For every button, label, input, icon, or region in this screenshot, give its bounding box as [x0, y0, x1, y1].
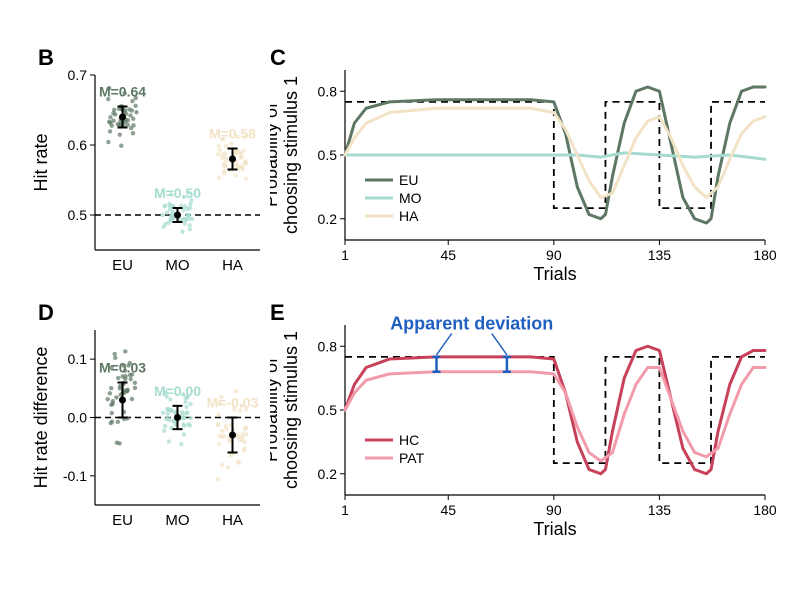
svg-text:135: 135	[648, 247, 672, 263]
svg-text:MO: MO	[399, 190, 422, 206]
panel-e-chart: 0.2 0.5 0.8 1 45 90 135 180 Probability ofchoosi…	[270, 310, 780, 540]
svg-text:M=0.58: M=0.58	[209, 126, 256, 142]
svg-text:45: 45	[440, 502, 456, 518]
svg-text:1: 1	[341, 502, 349, 518]
svg-text:M=-0.03: M=-0.03	[207, 395, 259, 411]
svg-text:EU: EU	[399, 172, 418, 188]
svg-text:M=0.50: M=0.50	[154, 185, 201, 201]
svg-text:0.8: 0.8	[318, 338, 338, 354]
svg-text:0.0: 0.0	[68, 410, 88, 426]
svg-text:45: 45	[440, 247, 456, 263]
svg-text:-0.1: -0.1	[63, 468, 87, 484]
svg-text:EU: EU	[112, 257, 133, 274]
svg-text:Probability of: Probability of	[270, 357, 281, 462]
svg-text:0.5: 0.5	[318, 402, 338, 418]
svg-text:Probability of: Probability of	[270, 102, 281, 207]
svg-text:90: 90	[546, 502, 562, 518]
svg-text:0.6: 0.6	[68, 137, 88, 153]
svg-text:0.5: 0.5	[318, 147, 338, 163]
svg-text:0.2: 0.2	[318, 466, 338, 482]
svg-text:0.5: 0.5	[68, 207, 88, 223]
svg-text:HA: HA	[399, 208, 419, 224]
svg-text:HA: HA	[222, 257, 243, 274]
svg-text:MO: MO	[165, 512, 189, 529]
svg-text:1: 1	[341, 247, 349, 263]
svg-text:180: 180	[753, 502, 777, 518]
svg-text:Trials: Trials	[533, 519, 576, 539]
svg-text:135: 135	[648, 502, 672, 518]
svg-text:0.8: 0.8	[318, 83, 338, 99]
svg-text:PAT: PAT	[399, 450, 425, 466]
svg-text:EU: EU	[112, 512, 133, 529]
panel-b-chart: 0.5 0.6 0.7 Hit rate M=0.64 M=0.50 M=0.58 EU MO H…	[20, 55, 270, 285]
svg-text:180: 180	[753, 247, 777, 263]
svg-text:choosing stimulus 1: choosing stimulus 1	[281, 76, 301, 234]
svg-text:Hit rate: Hit rate	[31, 133, 51, 191]
svg-text:Hit rate difference: Hit rate difference	[31, 347, 51, 489]
svg-text:90: 90	[546, 247, 562, 263]
svg-text:0.1: 0.1	[68, 351, 88, 367]
svg-text:M=0.03: M=0.03	[99, 360, 146, 376]
svg-text:0.2: 0.2	[318, 211, 338, 227]
svg-text:MO: MO	[165, 257, 189, 274]
svg-text:M=0.64: M=0.64	[99, 84, 146, 100]
panel-c-chart: 0.2 0.5 0.8 1 45 90 135 180 Probability ofchoosi…	[270, 55, 780, 285]
svg-text:choosing stimulus 1: choosing stimulus 1	[281, 331, 301, 489]
svg-text:M=0.00: M=0.00	[154, 383, 201, 399]
svg-text:HA: HA	[222, 512, 243, 529]
figure-root: B C D E 0.50.60.7Hit rateM=0.64M=0.50M=0…	[0, 0, 800, 600]
svg-text:Trials: Trials	[533, 264, 576, 284]
svg-text:0.7: 0.7	[68, 67, 88, 83]
svg-text:HC: HC	[399, 432, 419, 448]
svg-text:Apparent deviation: Apparent deviation	[390, 313, 553, 333]
panel-d-chart: -0.1 0.0 0.1 Hit rate difference M=0.03 M=0.0…	[20, 310, 270, 540]
